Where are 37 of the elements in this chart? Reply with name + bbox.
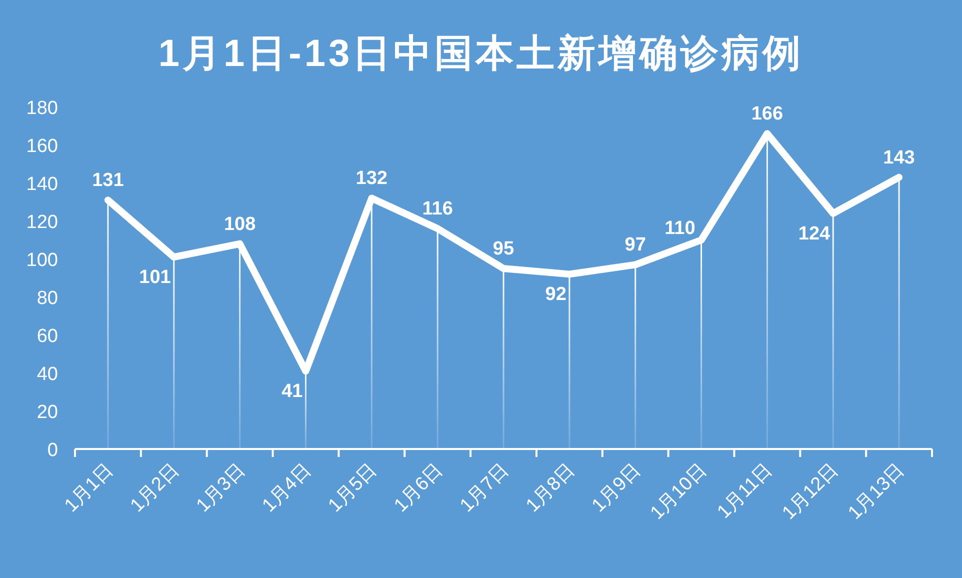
x-tick-label: 1月6日 <box>390 460 448 516</box>
data-label: 92 <box>545 284 566 306</box>
x-tick-label: 1月9日 <box>588 460 645 516</box>
data-label: 97 <box>624 234 646 256</box>
data-label: 108 <box>224 214 256 235</box>
data-label: 124 <box>798 223 831 244</box>
data-label: 116 <box>422 198 453 220</box>
y-tick-label: 180 <box>26 98 58 119</box>
data-label: 132 <box>356 168 388 190</box>
x-tick-label: 1月13日 <box>844 460 909 524</box>
data-label: 101 <box>139 267 172 288</box>
data-label: 41 <box>282 381 304 402</box>
x-tick-label: 1月10日 <box>646 460 711 524</box>
x-tick-label: 1月1日 <box>60 460 118 516</box>
x-tick-label: 1月11日 <box>714 460 777 523</box>
y-tick-label: 120 <box>26 212 58 233</box>
x-tick-label: 1月5日 <box>324 460 382 516</box>
y-tick-label: 20 <box>36 402 58 423</box>
y-tick-label: 140 <box>26 174 58 195</box>
y-tick-label: 100 <box>26 250 58 271</box>
x-tick-label: 1月3日 <box>192 460 250 516</box>
y-tick-label: 60 <box>36 326 58 347</box>
data-label: 131 <box>92 170 124 192</box>
data-label: 143 <box>883 147 915 168</box>
x-tick-label: 1月12日 <box>778 460 843 524</box>
y-tick-label: 40 <box>36 364 58 385</box>
x-tick-label: 1月8日 <box>522 460 579 516</box>
data-label: 110 <box>664 218 696 239</box>
data-label: 166 <box>751 104 784 125</box>
x-tick-label: 1月4日 <box>258 460 316 516</box>
x-tick-label: 1月7日 <box>456 460 514 516</box>
chart-title: 1月1日-13日中国本土新增确诊病例 <box>158 33 804 75</box>
y-tick-label: 80 <box>36 288 58 309</box>
data-label: 95 <box>492 238 514 260</box>
y-tick-label: 160 <box>26 136 58 157</box>
y-tick-label: 0 <box>47 440 58 461</box>
x-tick-label: 1月2日 <box>126 460 184 516</box>
